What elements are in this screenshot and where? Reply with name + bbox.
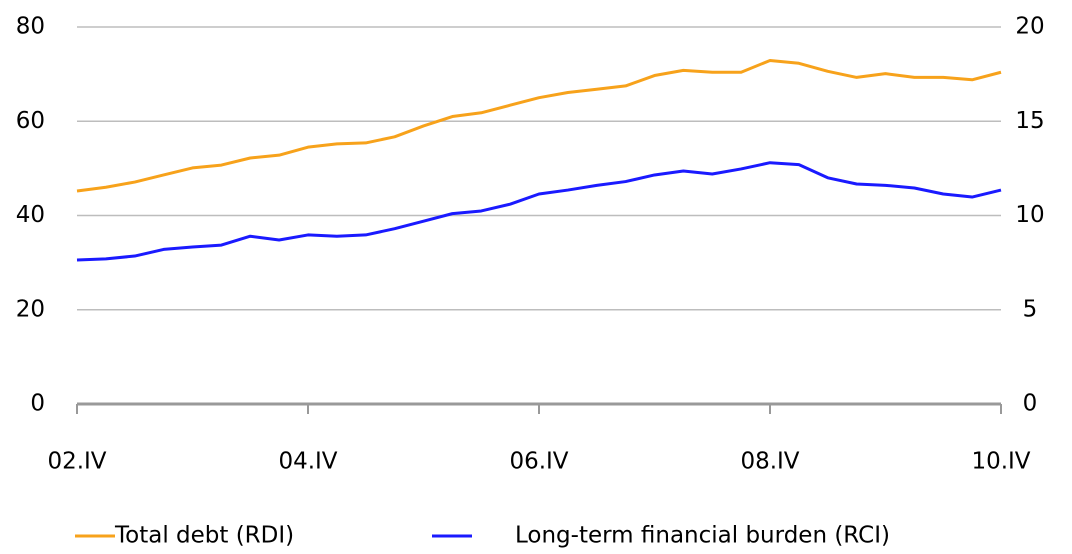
- legend-label: Long-term financial burden (RCI): [515, 523, 890, 549]
- x-tick-label: 02.IV: [47, 449, 106, 475]
- y2-tick-label: 20: [1015, 14, 1044, 40]
- legend-label: Total debt (RDI): [114, 523, 294, 549]
- y2-tick-label: 0: [1023, 391, 1038, 417]
- series-line: [76, 161, 1002, 262]
- y2-tick-label: 5: [1023, 296, 1038, 322]
- x-tick-label: 08.IV: [740, 449, 799, 475]
- y-tick-label: 60: [16, 108, 45, 134]
- y2-tick-label: 15: [1015, 108, 1044, 134]
- y-tick-label: 0: [30, 391, 45, 417]
- y-tick-label: 20: [16, 296, 45, 322]
- x-tick-label: 04.IV: [278, 449, 337, 475]
- x-tick-label: 06.IV: [509, 449, 568, 475]
- y2-tick-label: 10: [1015, 202, 1044, 228]
- y-tick-label: 40: [16, 202, 45, 228]
- series-line: [76, 58, 1002, 193]
- y-tick-label: 80: [16, 14, 45, 40]
- x-tick-label: 10.IV: [971, 449, 1030, 475]
